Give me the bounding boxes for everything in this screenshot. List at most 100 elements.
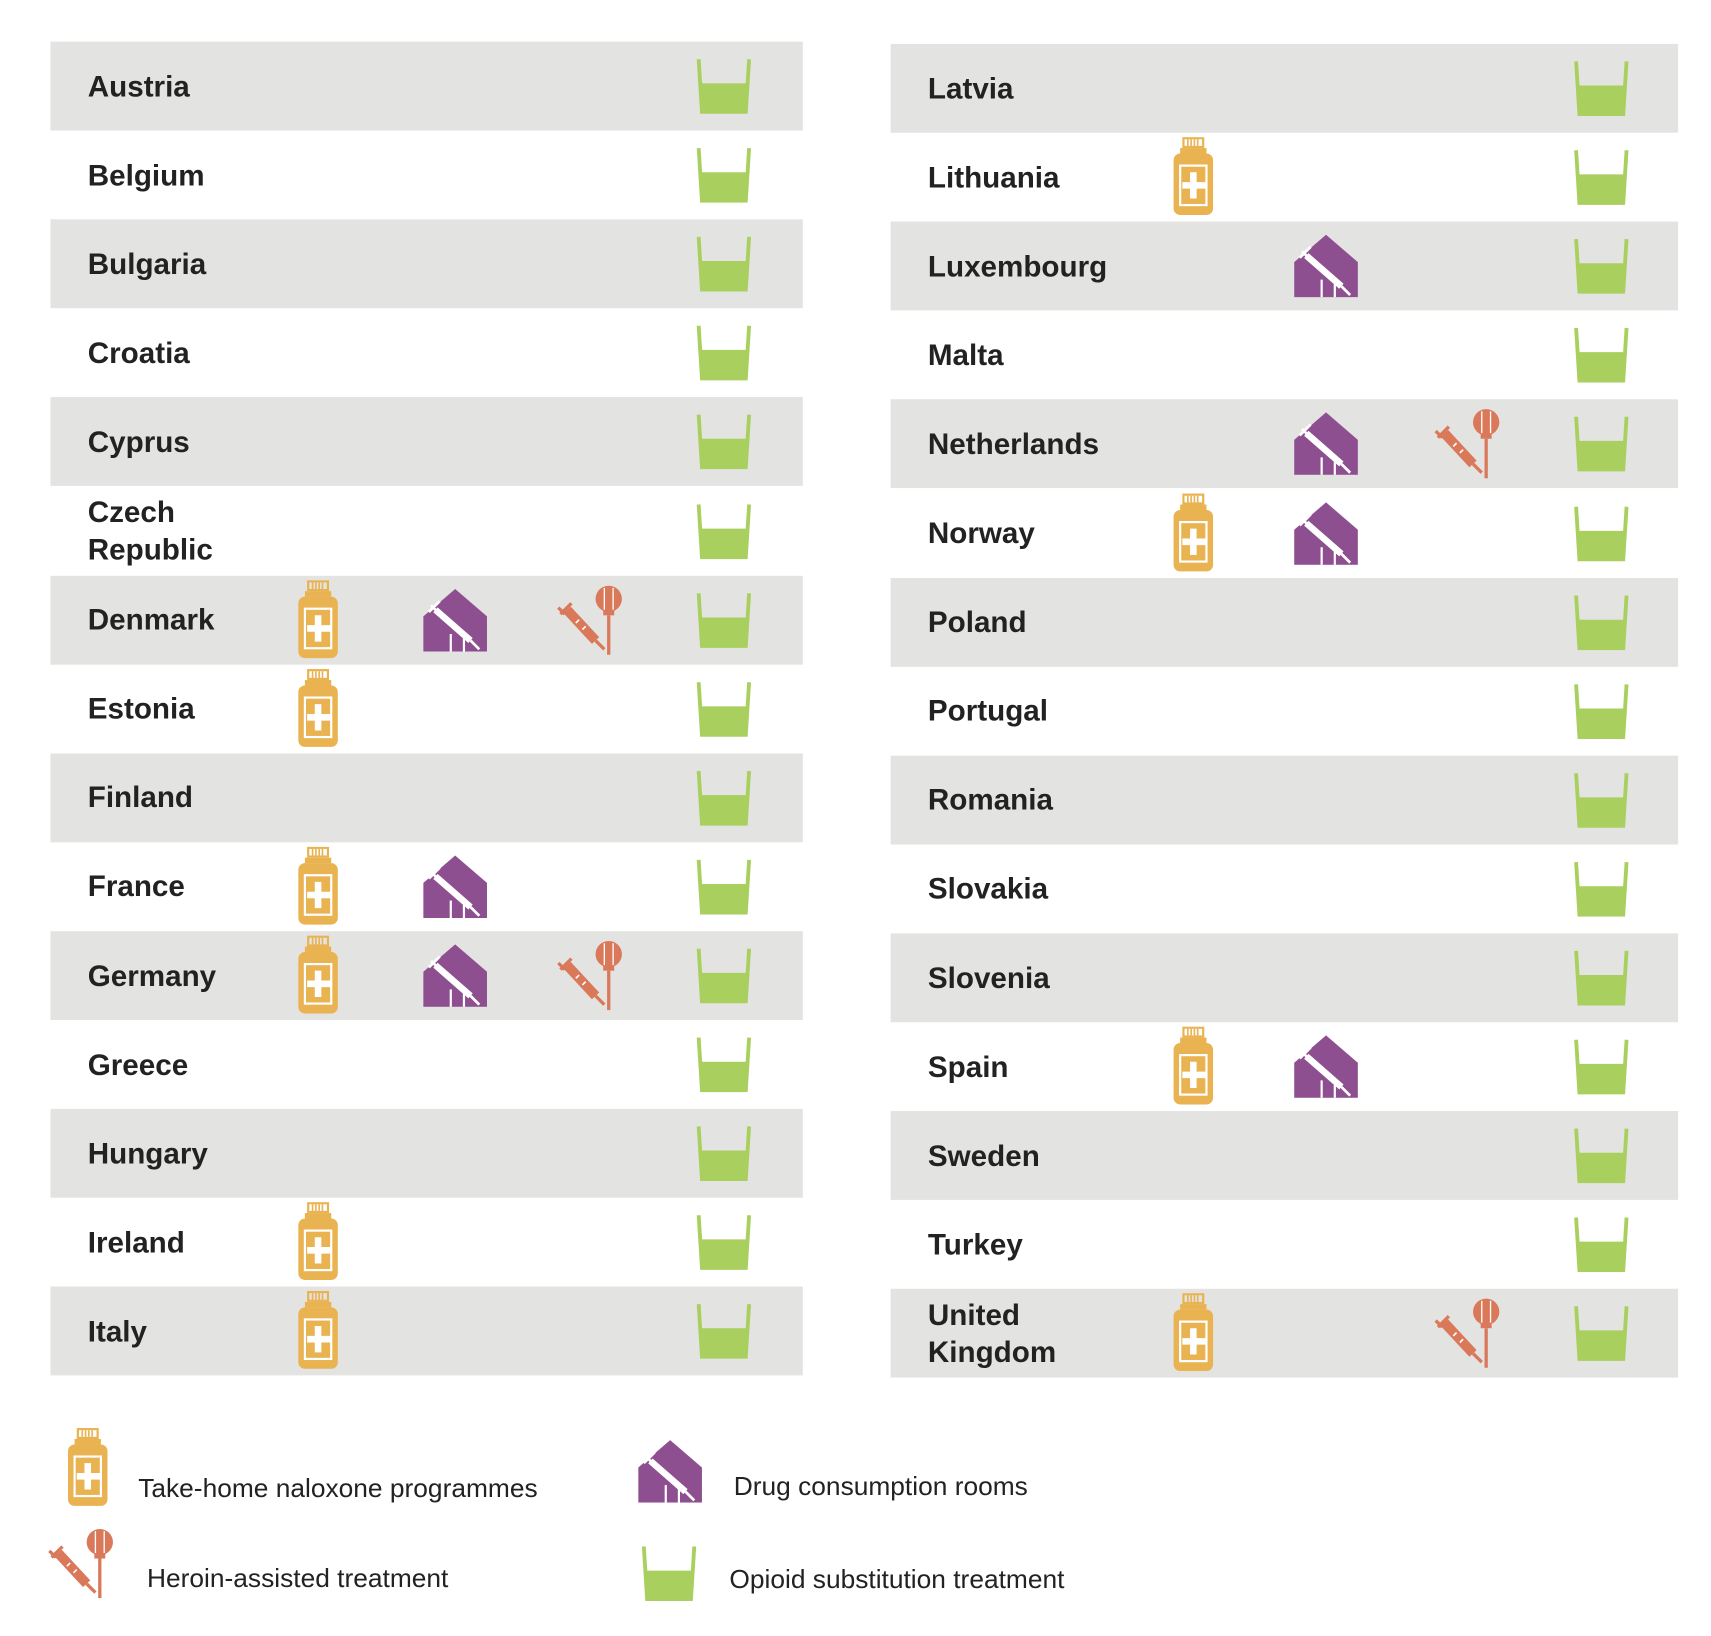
country-name: Latvia (927, 71, 1014, 105)
ost-icon (1573, 1038, 1630, 1095)
ost-icon-graphic (696, 148, 752, 203)
naloxone-icon (296, 935, 340, 1015)
ost-icon (695, 1302, 752, 1360)
ost-icon-graphic (696, 59, 752, 114)
ost-icon (1573, 59, 1630, 116)
naloxone-icon-graphic (298, 1291, 338, 1370)
ost-icon-graphic (1574, 239, 1629, 294)
legend-icon-graphic (68, 1428, 108, 1506)
ost-icon (1573, 682, 1630, 739)
naloxone-icon-graphic (298, 846, 338, 925)
heroin-icon (1434, 407, 1506, 479)
legend-icon (641, 1544, 698, 1602)
ost-icon-graphic (1574, 150, 1629, 205)
ost-icon-graphic (696, 1126, 752, 1182)
country-row: Portugal (891, 667, 1679, 756)
naloxone-icon (296, 579, 340, 659)
country-name: Luxembourg (927, 249, 1108, 283)
ost-icon-graphic (696, 1037, 752, 1093)
ost-icon (695, 591, 752, 648)
ost-icon-graphic (696, 325, 752, 381)
ost-icon-graphic (1574, 1306, 1629, 1362)
ost-icon-graphic (1574, 772, 1629, 828)
naloxone-icon-graphic (298, 1202, 338, 1281)
ost-icon (1573, 504, 1630, 561)
country-name: Germany (87, 959, 217, 993)
country-row: Slovenia (890, 933, 1679, 1023)
country-row: Latvia (890, 43, 1679, 133)
country-name: Denmark (87, 603, 215, 637)
country-row: Bulgaria (50, 219, 803, 309)
heroin-icon (556, 939, 628, 1011)
country-row: Belgium (50, 131, 802, 220)
ost-icon (695, 769, 752, 826)
country-name: Croatia (87, 336, 190, 370)
ost-icon-graphic (1574, 1128, 1629, 1184)
ost-icon-graphic (1574, 506, 1629, 561)
legend-icon (66, 1428, 110, 1507)
consumption-rooms-icon-graphic (423, 855, 487, 918)
legend-label: Opioid substitution treatment (729, 1565, 1065, 1595)
country-row: Sweden (890, 1111, 1679, 1201)
ost-icon-graphic (1574, 1217, 1629, 1273)
country-row: Malta (891, 311, 1679, 400)
consumption-rooms-icon (1293, 412, 1359, 476)
consumption-rooms-icon-graphic (1294, 234, 1358, 298)
legend-icon-graphic (641, 1546, 697, 1602)
country-row: Luxembourg (890, 221, 1679, 311)
ost-icon (695, 858, 752, 915)
naloxone-icon (296, 1291, 340, 1370)
country-name: Ireland (87, 1225, 185, 1259)
ost-icon-graphic (1574, 328, 1629, 383)
ost-icon-graphic (696, 1304, 752, 1360)
country-row: Greece (50, 1020, 802, 1109)
ost-icon (1573, 237, 1630, 294)
ost-icon-graphic (1574, 1039, 1629, 1095)
naloxone-icon-graphic (298, 668, 338, 747)
country-row: Ireland (50, 1198, 802, 1287)
naloxone-icon-graphic (1173, 493, 1214, 571)
country-row: France (50, 842, 802, 931)
country-name: Romania (927, 783, 1053, 817)
country-row: Norway (891, 489, 1679, 578)
country-row: Croatia (50, 309, 802, 398)
ost-icon-graphic (1574, 861, 1629, 917)
consumption-rooms-icon-graphic (1294, 412, 1358, 476)
country-row: United Kingdom (890, 1289, 1679, 1379)
consumption-rooms-icon (422, 587, 488, 652)
ost-icon (695, 1124, 752, 1182)
ost-icon (695, 1035, 752, 1093)
ost-icon (1573, 860, 1630, 917)
ost-icon-graphic (696, 592, 752, 648)
ost-icon-graphic (1574, 61, 1629, 116)
legend-label: Drug consumption rooms (733, 1471, 1028, 1502)
naloxone-icon-graphic (298, 935, 338, 1014)
country-name: Finland (87, 781, 194, 815)
consumption-rooms-icon (422, 854, 488, 918)
country-row: Finland (50, 753, 803, 843)
ost-icon-graphic (696, 1215, 752, 1271)
country-name: Lithuania (927, 160, 1060, 194)
ost-icon (695, 413, 752, 470)
country-row: Turkey (891, 1200, 1679, 1289)
ost-icon (695, 502, 752, 559)
ost-icon-graphic (1574, 683, 1629, 739)
country-name: Czech Republic (87, 495, 213, 566)
country-row: Hungary (50, 1109, 803, 1198)
country-name: Netherlands (927, 427, 1100, 461)
country-name: Hungary (87, 1137, 208, 1170)
country-row: Spain (891, 1022, 1679, 1111)
ost-icon-graphic (696, 681, 752, 737)
ost-icon-graphic (1574, 594, 1629, 650)
country-name: Spain (927, 1050, 1009, 1084)
legend-icon-graphic (638, 1440, 702, 1503)
country-name: Portugal (927, 694, 1049, 728)
country-row: Romania (890, 755, 1679, 845)
ost-icon-graphic (696, 770, 752, 826)
ost-icon (1573, 415, 1630, 472)
country-row: Czech Republic (50, 486, 802, 575)
country-row: Denmark (50, 575, 803, 665)
ost-icon (1573, 1305, 1630, 1362)
